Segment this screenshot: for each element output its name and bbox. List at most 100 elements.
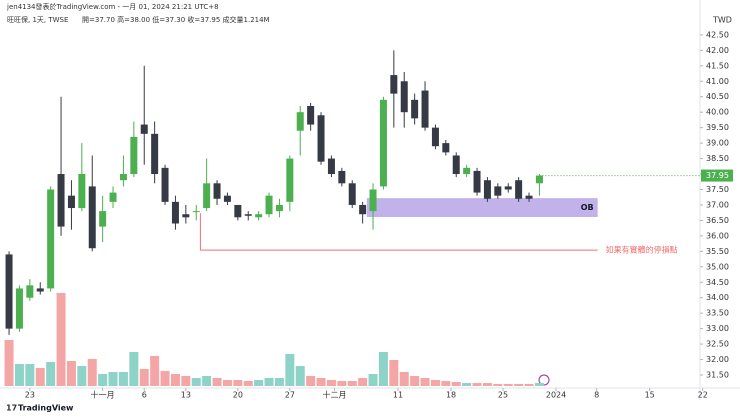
volume-bar xyxy=(243,381,253,386)
ob-label: OB xyxy=(581,203,594,212)
candle-body xyxy=(99,211,107,227)
volume-bar xyxy=(56,293,66,386)
volume-bar xyxy=(150,356,160,386)
candle-body xyxy=(452,155,460,175)
candle-body xyxy=(504,186,512,190)
volume-bar xyxy=(191,378,201,386)
candle-body xyxy=(348,183,356,205)
volume-bar xyxy=(222,380,232,386)
volume-bar xyxy=(368,374,378,386)
candle-body xyxy=(369,189,377,212)
x-tick-label: 8 xyxy=(594,391,599,400)
candle-body xyxy=(203,183,211,209)
volume-bar xyxy=(514,384,524,386)
volume-bar xyxy=(503,384,513,386)
candle-body xyxy=(255,214,263,218)
volume-bar xyxy=(274,378,284,386)
candle-body xyxy=(78,174,86,209)
x-tick-label: 23 xyxy=(25,391,35,400)
volume-bar xyxy=(378,352,388,386)
candle-body xyxy=(421,90,429,128)
volume-bar xyxy=(35,368,45,386)
ob-zone xyxy=(366,198,598,218)
candle-body xyxy=(213,183,221,199)
x-tick-label: 20 xyxy=(233,391,243,400)
candle-body xyxy=(234,204,242,218)
candle-body xyxy=(286,158,294,202)
volume-bar xyxy=(430,380,440,386)
y-tick-label: 40.00 xyxy=(706,108,729,117)
candle-body xyxy=(317,115,325,162)
volume-bar xyxy=(212,378,222,386)
candle-body xyxy=(515,180,523,199)
y-tick-label: 35.00 xyxy=(706,262,729,271)
event-icon[interactable] xyxy=(538,374,550,386)
x-tick-label: 15 xyxy=(645,391,655,400)
volume-bar xyxy=(160,371,170,386)
candle-body xyxy=(431,127,439,147)
volume-bar xyxy=(98,374,108,386)
brand: TradingView xyxy=(18,404,74,413)
y-tick-label: 40.50 xyxy=(706,92,729,101)
y-tick-label: 42.50 xyxy=(706,30,729,39)
volume-bar xyxy=(326,380,336,386)
stop-label: 如果有實體的停損點 xyxy=(606,245,678,255)
y-tick-label: 39.00 xyxy=(706,139,729,148)
candle-body xyxy=(494,186,502,196)
volume-bar xyxy=(493,384,503,386)
volume-bar xyxy=(462,383,472,386)
y-tick-label: 36.50 xyxy=(706,216,729,225)
y-tick-label: 42.00 xyxy=(706,46,729,55)
candle-body xyxy=(67,195,75,209)
volume-bar xyxy=(524,384,534,386)
candle-body xyxy=(275,204,283,212)
candle-body xyxy=(57,174,65,227)
candle-body xyxy=(140,124,148,134)
y-tick-label: 32.50 xyxy=(706,340,729,349)
x-tick-label: 25 xyxy=(498,391,508,400)
last-price-label: 37.95 xyxy=(706,171,729,180)
x-tick-label: 6 xyxy=(142,391,147,400)
y-tick-label: 36.00 xyxy=(706,231,729,240)
volume-bar xyxy=(46,362,56,386)
volume-bar xyxy=(389,360,399,386)
y-tick-label: 31.50 xyxy=(706,371,729,380)
y-tick-label: 33.50 xyxy=(706,309,729,318)
volume-bar xyxy=(285,354,295,386)
candle-body xyxy=(223,195,231,202)
candle-body xyxy=(473,170,481,193)
x-tick-label: 18 xyxy=(446,391,456,400)
candle-body xyxy=(379,99,387,187)
candle-body xyxy=(151,133,159,175)
volume-bar xyxy=(66,361,76,386)
volume-bar xyxy=(306,376,316,386)
candle-body xyxy=(119,174,127,181)
y-tick-label: 38.50 xyxy=(706,154,729,163)
volume-bar xyxy=(77,366,87,386)
candle-body xyxy=(47,189,55,289)
x-tick-label: 13 xyxy=(181,391,191,400)
volume-bar xyxy=(170,374,180,386)
candle-body xyxy=(442,143,450,153)
candle-body xyxy=(192,211,200,213)
candle-body xyxy=(296,112,304,131)
y-tick-label: 32.00 xyxy=(706,355,729,364)
y-tick-label: 41.50 xyxy=(706,61,729,70)
ohlc: 開=37.70 高=38.00 低=37.30 收=37.95 成交量1.214… xyxy=(82,15,270,24)
volume-bar xyxy=(233,380,243,386)
volume-bar xyxy=(118,372,128,386)
candle-body xyxy=(5,254,13,329)
candle-body xyxy=(161,167,169,202)
y-tick-label: 37.00 xyxy=(706,200,729,209)
y-tick-label: 35.50 xyxy=(706,247,729,256)
volume-bar xyxy=(482,383,492,386)
y-tick-label: 39.50 xyxy=(706,123,729,132)
volume-bar xyxy=(202,376,212,386)
candle-body xyxy=(265,195,273,215)
candle-body xyxy=(535,175,543,184)
candle-body xyxy=(400,81,408,113)
volume-bar xyxy=(451,382,461,386)
volume-bar xyxy=(108,372,118,386)
candle-body xyxy=(338,170,346,184)
